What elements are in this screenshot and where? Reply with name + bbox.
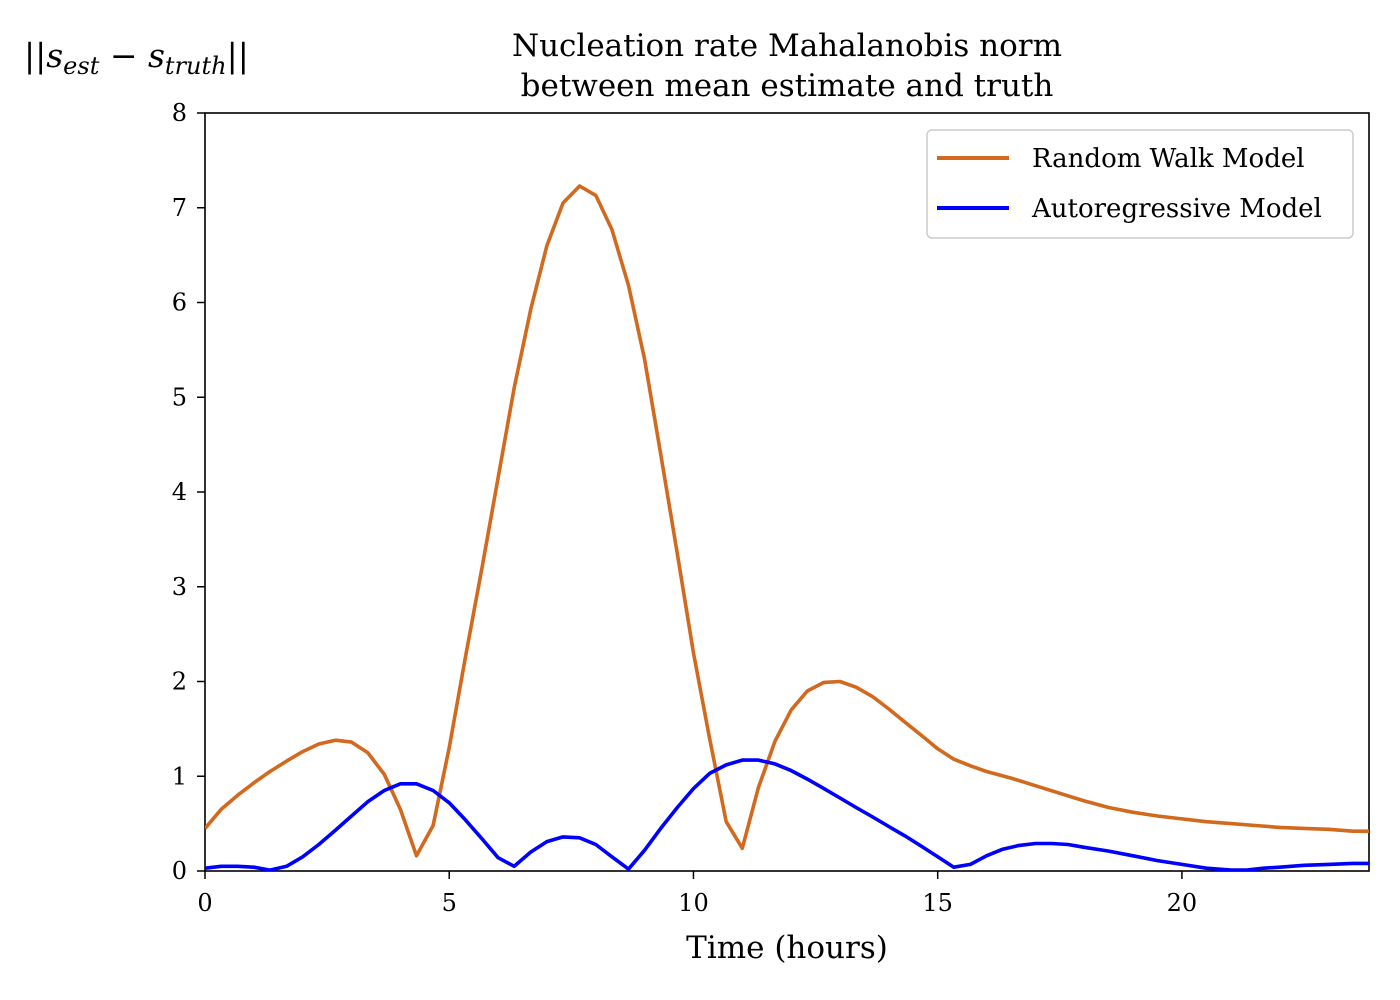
y-tick-label: 2 bbox=[172, 668, 187, 696]
y-tick-label: 0 bbox=[172, 857, 187, 885]
x-axis-label: Time (hours) bbox=[686, 930, 888, 966]
series-line-autoregressive bbox=[205, 758, 1369, 871]
chart-title-line2: between mean estimate and truth bbox=[521, 68, 1054, 104]
x-tick-label: 10 bbox=[678, 889, 709, 917]
y-tick-label: 1 bbox=[172, 762, 187, 790]
y-tick-label: 5 bbox=[172, 383, 187, 411]
y-tick-label: 4 bbox=[172, 478, 187, 506]
series-line-random-walk bbox=[205, 184, 1369, 858]
x-tick-label: 0 bbox=[197, 889, 212, 917]
x-tick-label: 5 bbox=[442, 889, 457, 917]
chart-title-line1: Nucleation rate Mahalanobis norm bbox=[512, 28, 1062, 64]
y-tick-label: 7 bbox=[172, 194, 187, 222]
legend: Random Walk Model Autoregressive Model bbox=[926, 129, 1354, 239]
legend-label-random-walk: Random Walk Model bbox=[1032, 144, 1305, 174]
x-ticks: 0 5 10 15 20 bbox=[197, 871, 1197, 917]
y-tick-label: 6 bbox=[172, 289, 187, 317]
x-tick-label: 15 bbox=[922, 889, 953, 917]
y-ticks: 0 1 2 3 4 5 6 7 8 bbox=[172, 99, 205, 885]
legend-box bbox=[926, 129, 1354, 239]
y-tick-label: 8 bbox=[172, 99, 187, 127]
y-axis-label: ||sest − struth|| bbox=[24, 36, 249, 80]
legend-label-autoregressive: Autoregressive Model bbox=[1031, 194, 1322, 224]
y-tick-label: 3 bbox=[172, 573, 187, 601]
x-tick-label: 20 bbox=[1167, 889, 1198, 917]
plot-area bbox=[205, 184, 1369, 871]
